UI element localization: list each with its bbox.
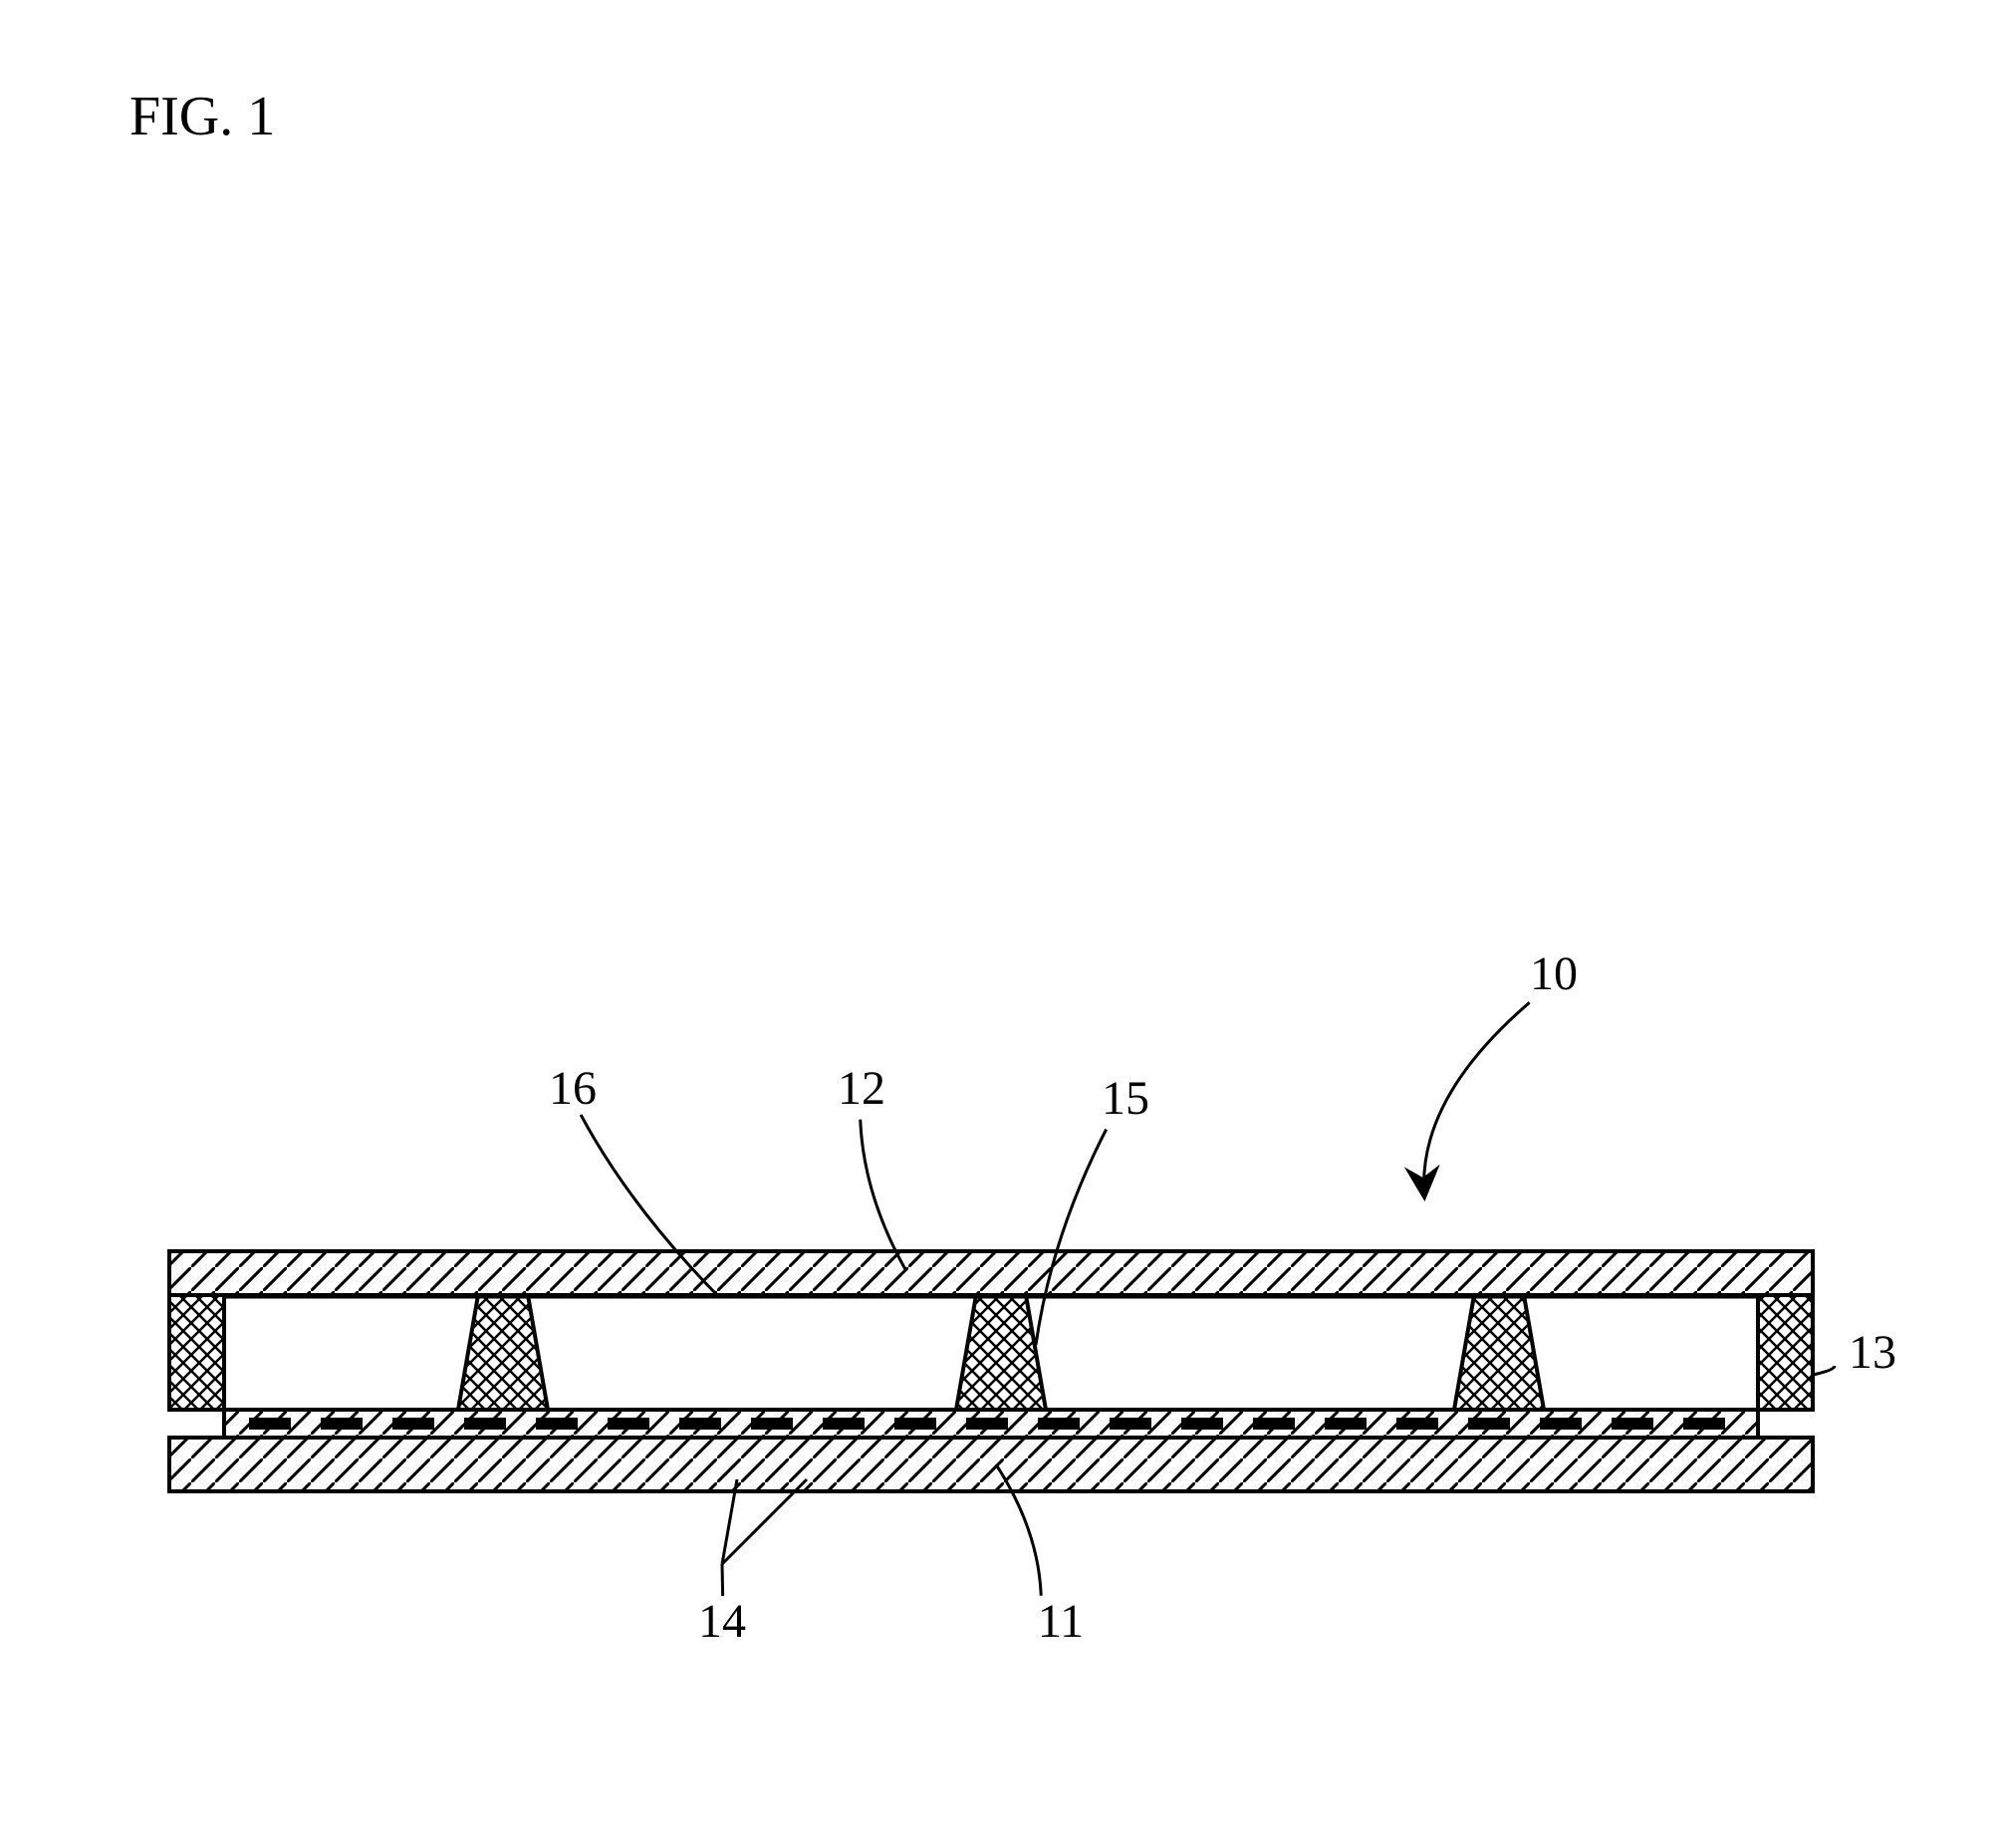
ref-label-15: 15 [1086, 1071, 1165, 1126]
ref-label-16: 16 [533, 1061, 613, 1116]
ref-label-14: 14 [682, 1594, 762, 1649]
ref-label-10: 10 [1514, 946, 1594, 1001]
cross-section-diagram [0, 0, 1998, 1848]
ref-label-13: 13 [1833, 1325, 1912, 1380]
ref-label-11: 11 [1021, 1594, 1101, 1649]
ref-label-12: 12 [822, 1061, 901, 1116]
